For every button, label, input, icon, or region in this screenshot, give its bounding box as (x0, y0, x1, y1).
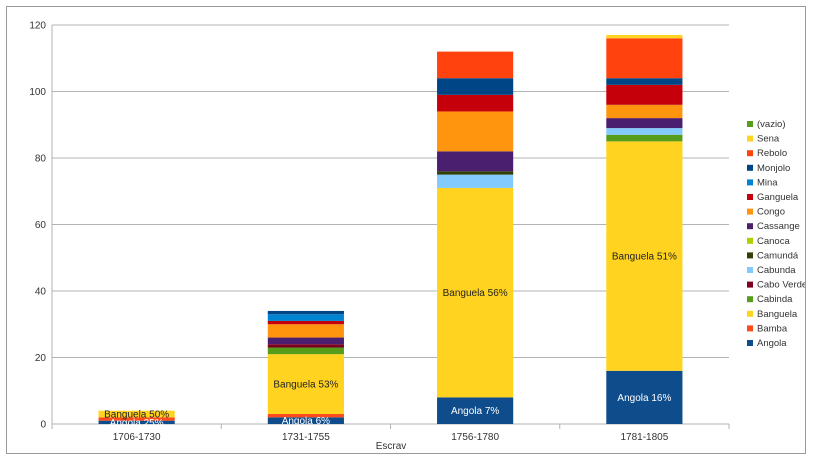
legend-label: Cabinda (757, 294, 793, 305)
bar-segment (606, 134, 683, 142)
bar-segment (437, 111, 514, 152)
data-labels: Angola 25%Banguela 50% Angola 6% Banguela … (104, 252, 677, 429)
legend-label: Congo (757, 207, 785, 218)
legend-swatch (747, 164, 753, 171)
data-label: Angola 7% (451, 406, 499, 417)
bar-segment (606, 141, 683, 371)
legend-label: Cabo Verde (757, 280, 805, 291)
bar-segment (606, 34, 683, 39)
legend-label: Angola (757, 338, 787, 349)
y-tick-label: 60 (35, 220, 47, 231)
axes: 0 20 40 60 80 100 120 1706-1730 1731-1755 1756-17… (29, 21, 730, 443)
bar-segment (437, 397, 514, 424)
bar-segment (606, 370, 683, 424)
legend-swatch (747, 150, 753, 157)
bar-segment (606, 78, 683, 85)
y-tick-label: 20 (35, 353, 47, 364)
legend-label: Canoca (757, 236, 790, 247)
x-tick-label: 1731-1755 (282, 432, 330, 443)
bar-segment (267, 347, 344, 355)
legend-label: Bamba (757, 323, 788, 334)
x-tick-label: 1781-1805 (620, 432, 668, 443)
bars (98, 34, 683, 424)
legend-label: Cassange (757, 221, 800, 232)
bar-segment (98, 420, 175, 424)
bar-segment (437, 78, 514, 95)
legend-swatch (747, 179, 753, 186)
legend: (vazio) Sena Rebolo Monjolo Mina Ganguela Cong… (747, 119, 807, 349)
x-axis-title: Escrav (376, 441, 407, 452)
bar-segment (606, 84, 683, 105)
legend-swatch (747, 340, 753, 346)
legend-label: (vazio) (757, 119, 786, 130)
bar-segment (267, 337, 344, 345)
data-label: Banguela 51% (612, 252, 677, 263)
data-label: Angola 25% (110, 418, 164, 429)
legend-label: Cabunda (757, 265, 796, 276)
legend-swatch (747, 267, 753, 273)
y-tick-label: 80 (35, 154, 47, 165)
legend-label: Sena (757, 134, 780, 145)
legend-swatch (747, 252, 753, 259)
bar-segment (267, 417, 344, 424)
bar-segment (437, 94, 514, 112)
y-tick-label: 100 (29, 87, 46, 98)
legend-swatch (747, 296, 753, 303)
bar-segment (267, 324, 344, 338)
y-tick-label: 0 (40, 420, 46, 431)
grid-lines (52, 24, 729, 425)
legend-label: Ganguela (757, 192, 799, 203)
legend-swatch (747, 325, 753, 332)
legend-swatch (747, 121, 753, 127)
bar-segment (267, 354, 344, 415)
bar-segment (437, 171, 514, 175)
bar-segment (267, 344, 344, 348)
legend-swatch (747, 237, 753, 244)
legend-label: Rebolo (757, 148, 787, 159)
bar-segment (267, 310, 344, 315)
legend-label: Mina (757, 177, 778, 188)
bar-segment (437, 174, 514, 188)
data-label: Banguela 56% (443, 288, 508, 299)
bar-segment (98, 410, 175, 418)
legend-label: Camundá (757, 250, 799, 261)
data-label: Angola 16% (617, 393, 671, 404)
data-label: Banguela 53% (273, 380, 338, 391)
legend-swatch (747, 194, 753, 200)
bar-segment (267, 320, 344, 325)
bar-segment (267, 314, 344, 321)
data-label: Banguela 50% (104, 410, 169, 421)
legend-swatch (747, 310, 753, 317)
bar-segment (606, 128, 683, 135)
legend-swatch (747, 281, 753, 288)
legend-label: Banguela (757, 309, 798, 320)
y-tick-label: 120 (29, 21, 46, 32)
y-tick-label: 40 (35, 287, 47, 298)
x-tick-label: 1706-1730 (113, 432, 161, 443)
legend-swatch (747, 135, 753, 142)
bar-segment (606, 104, 683, 119)
chart-frame: Angola 25% Banguela 50% Angola 6% Banguela … (6, 6, 807, 454)
bar-segment (437, 51, 514, 79)
x-tick-label: 1756-1780 (451, 432, 499, 443)
bar-segment (98, 417, 175, 421)
legend-swatch (747, 208, 753, 215)
legend-swatch (747, 223, 753, 230)
bar-segment (606, 38, 683, 79)
bar-segment (437, 187, 514, 398)
bar-segment (437, 151, 514, 172)
stacked-bar-chart: Angola 25%Banguela 50% Angola 6% Banguela … (29, 21, 807, 453)
data-label: Angola 6% (282, 416, 330, 427)
bar-segment (606, 118, 683, 129)
legend-label: Monjolo (757, 163, 790, 174)
bar-segment (267, 414, 344, 418)
